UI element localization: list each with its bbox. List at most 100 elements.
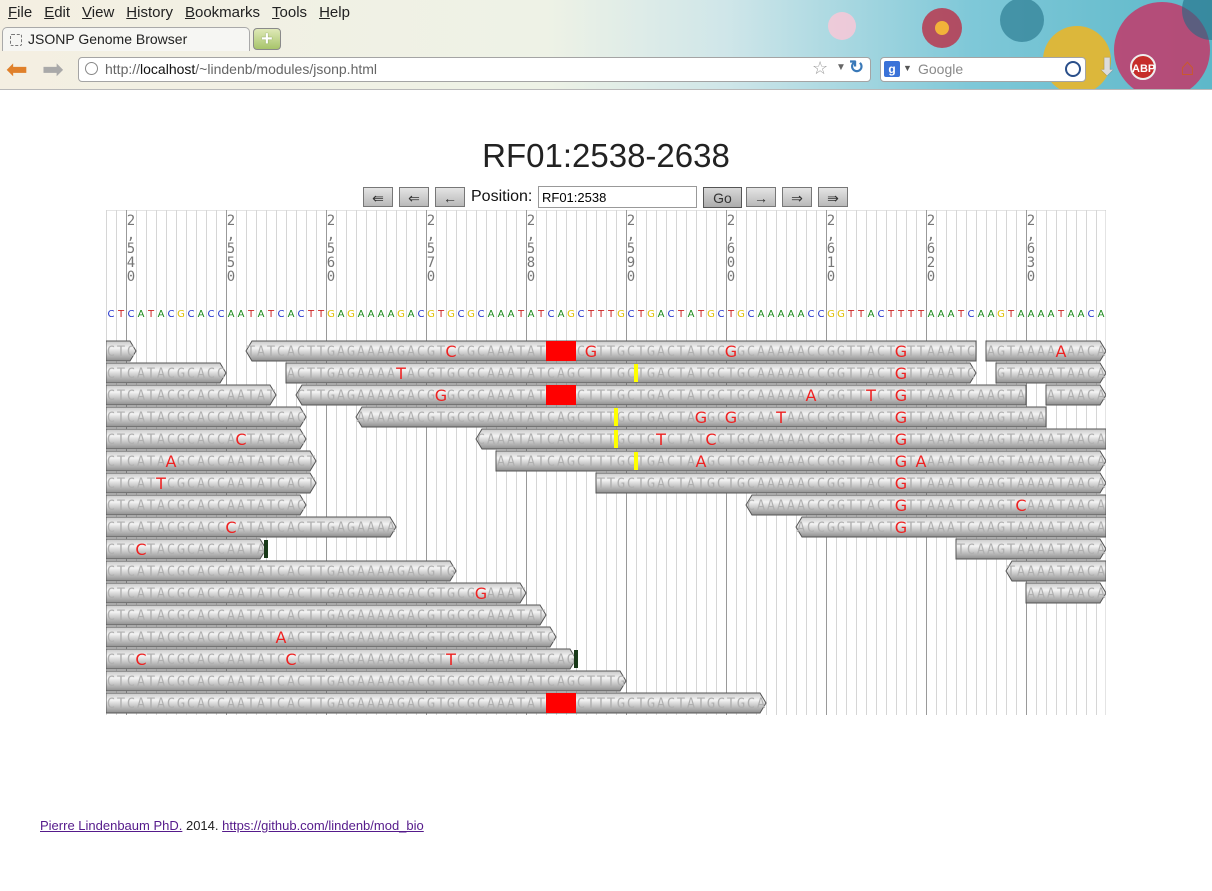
read-base: T bbox=[887, 388, 896, 404]
author-link[interactable]: Pierre Lindenbaum PhD. bbox=[40, 818, 183, 833]
read-base: C bbox=[417, 608, 425, 624]
magnifier-icon[interactable] bbox=[1065, 61, 1081, 77]
star-icon[interactable]: ☆ bbox=[812, 58, 829, 78]
menu-file[interactable]: File bbox=[8, 4, 33, 21]
read-base: C bbox=[167, 432, 175, 448]
back-arrow-icon[interactable]: ⬅ bbox=[6, 54, 28, 84]
read-base: C bbox=[667, 344, 675, 360]
menu-history[interactable]: History bbox=[126, 4, 173, 21]
read-base: G bbox=[447, 608, 455, 624]
read-base: G bbox=[327, 696, 335, 712]
read[interactable]: C T C A T A C G C A C C A T A T C A C T T G A G A A A AC bbox=[106, 516, 397, 538]
read-base: A bbox=[287, 476, 296, 492]
read-base: C bbox=[217, 564, 225, 580]
read[interactable]: C A A A A A C C G G T T A C T T T A A A T C A A G T A A A T A A C AG C bbox=[745, 494, 1106, 516]
read-base: T bbox=[1057, 564, 1066, 580]
forward-arrow-icon[interactable]: ➡ bbox=[42, 54, 64, 84]
read-base: T bbox=[247, 344, 256, 360]
url-bar[interactable]: http://localhost/~lindenb/modules/jsonp.… bbox=[78, 57, 871, 82]
read-base: A bbox=[357, 366, 366, 382]
jump-far-left-button[interactable]: ⇚ bbox=[363, 187, 393, 207]
read-base: G bbox=[617, 366, 625, 382]
read[interactable]: C T C A T A G C A C C A A T A T C A C TA bbox=[106, 450, 317, 472]
github-link[interactable]: https://github.com/lindenb/mod_bio bbox=[222, 818, 424, 833]
adblock-icon[interactable]: ABP bbox=[1130, 54, 1156, 80]
search-bar[interactable]: g ▼ Google bbox=[880, 57, 1086, 82]
jump-right-button[interactable]: ⇒ bbox=[782, 187, 812, 207]
reference-base: C bbox=[878, 309, 885, 320]
tab-jsonp-genome-browser[interactable]: JSONP Genome Browser bbox=[2, 27, 250, 51]
read-base: C bbox=[217, 366, 225, 382]
read-base: G bbox=[447, 388, 455, 404]
read-base: T bbox=[317, 520, 326, 536]
reload-icon[interactable]: ↻ bbox=[849, 57, 865, 77]
read-base: C bbox=[107, 652, 115, 668]
go-button[interactable]: Go bbox=[703, 187, 742, 208]
read-base: A bbox=[157, 564, 166, 580]
google-icon[interactable]: g bbox=[884, 61, 900, 77]
step-right-button[interactable]: → bbox=[746, 187, 776, 207]
read[interactable]: C T C T A C G C A C C A A T AC bbox=[106, 538, 268, 560]
reference-base: C bbox=[748, 309, 755, 320]
read[interactable]: TATCACTTGAGAAAAGACGTCGCAAATATCAGCTTGCTGA… bbox=[245, 340, 977, 362]
read-base: A bbox=[497, 410, 506, 426]
read-base: T bbox=[117, 520, 126, 536]
reference-base: T bbox=[267, 309, 275, 320]
menu-view[interactable]: View bbox=[82, 4, 115, 21]
read-base: T bbox=[847, 366, 856, 382]
read-base: T bbox=[887, 344, 896, 360]
read-base: T bbox=[437, 652, 446, 668]
engine-dropdown-icon[interactable]: ▼ bbox=[903, 63, 912, 73]
menu-edit[interactable]: Edit bbox=[44, 4, 71, 21]
dropmarker-icon[interactable]: ▼ bbox=[836, 62, 846, 73]
menu-help[interactable]: Help bbox=[319, 4, 350, 21]
read-base: A bbox=[987, 498, 996, 514]
read-base: C bbox=[107, 586, 115, 602]
jump-left-button[interactable]: ⇐ bbox=[399, 187, 429, 207]
read-base: T bbox=[267, 476, 276, 492]
read[interactable]: CTTGAGAAAAGACGGCGCAAATATCAGCTTTGCTGACTAT… bbox=[295, 384, 1027, 406]
read[interactable]: C T C A T A C G C A C C A T A T C A CC bbox=[106, 428, 307, 450]
home-icon[interactable]: ⌂ bbox=[1180, 54, 1195, 81]
read-base: A bbox=[1027, 344, 1036, 360]
menu-tools[interactable]: Tools bbox=[272, 4, 308, 21]
reference-base: A bbox=[1028, 309, 1035, 320]
new-tab-button[interactable]: + bbox=[253, 28, 281, 50]
read[interactable]: A C C G G T T A C T T T A A A T C A A G T A A A A T A A C AG bbox=[795, 516, 1106, 538]
download-icon[interactable]: ⬇ bbox=[1097, 54, 1118, 81]
read-base: A bbox=[1047, 388, 1056, 404]
read[interactable]: A G T A A A A A A C AA bbox=[985, 340, 1106, 362]
jump-far-right-button[interactable]: ⇛ bbox=[818, 187, 848, 207]
mismatch-base: C bbox=[135, 650, 146, 669]
position-input[interactable] bbox=[538, 186, 697, 208]
read[interactable]: C T C A T C G C A C C A A T A T C A C TT bbox=[106, 472, 317, 494]
read-base: T bbox=[597, 432, 606, 448]
menu-bookmarks[interactable]: Bookmarks bbox=[184, 4, 261, 21]
read-base: T bbox=[847, 410, 856, 426]
read-base: C bbox=[277, 652, 285, 668]
reference-base: A bbox=[528, 309, 535, 320]
step-left-button[interactable]: ← bbox=[435, 187, 465, 207]
